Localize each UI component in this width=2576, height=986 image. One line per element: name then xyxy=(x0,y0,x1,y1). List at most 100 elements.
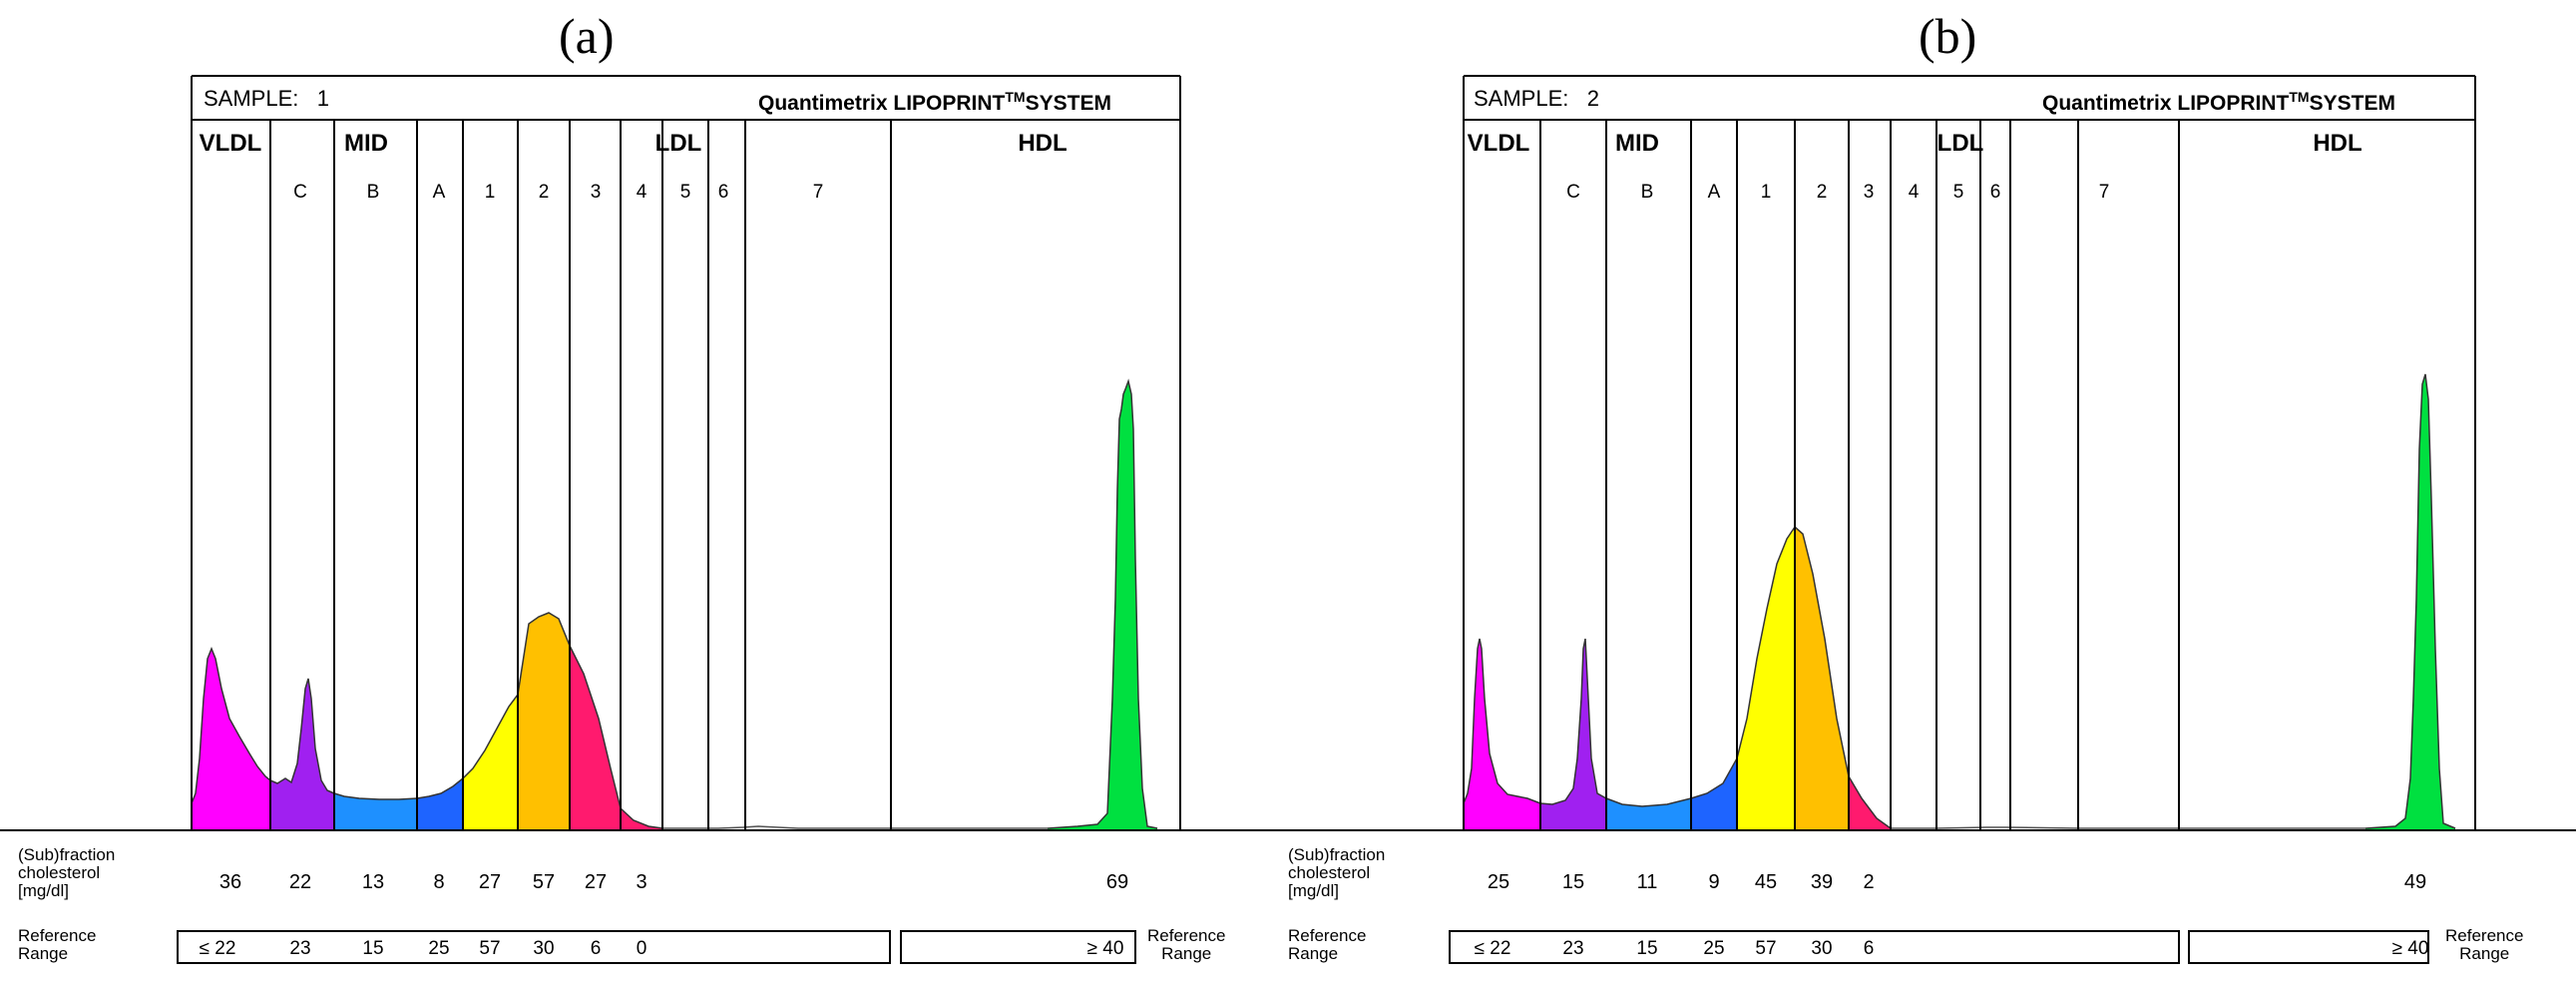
value-1: 27 xyxy=(478,871,502,893)
ref-label-line: Reference xyxy=(2445,926,2524,945)
density-outline-hdl xyxy=(1047,378,1158,829)
ref-label-line: Reference xyxy=(1147,926,1226,945)
density-outline-2 xyxy=(517,612,571,696)
subfraction-label-a: A xyxy=(432,182,446,203)
hdl-reference-box xyxy=(2188,930,2429,964)
row-label-line: [mg/dl] xyxy=(1288,881,1340,900)
density-outline-vldl xyxy=(1463,638,1541,804)
density-fill-2 xyxy=(1795,527,1849,830)
value-a: 8 xyxy=(433,871,445,893)
ref-2: 30 xyxy=(1811,938,1833,959)
group-label-hdl: HDL xyxy=(2313,130,2362,157)
subfraction-label-5: 5 xyxy=(679,182,691,203)
group-label-ldl: LDL xyxy=(1936,130,1984,157)
ref-1: 57 xyxy=(479,938,501,959)
density-outline-b xyxy=(333,792,418,800)
sample-label: SAMPLE: 2 xyxy=(1474,86,1599,112)
ref-1: 57 xyxy=(1755,938,1777,959)
lipoprint-chart xyxy=(1288,75,2576,964)
reference-row-label-right: Reference Range xyxy=(1147,927,1225,963)
ref-3: 6 xyxy=(1863,938,1875,959)
value-2: 39 xyxy=(1810,871,1834,893)
ref-label-line: Range xyxy=(1161,944,1212,963)
sample-label: SAMPLE: 1 xyxy=(204,86,329,112)
density-outline-3 xyxy=(569,645,622,809)
subfraction-label-1: 1 xyxy=(484,182,496,203)
panel-label: (b) xyxy=(1919,8,1977,64)
subfraction-label-5: 5 xyxy=(1952,182,1964,203)
subfraction-label-b: B xyxy=(366,182,380,203)
density-fill-1 xyxy=(1737,527,1795,830)
brand-suffix: SYSTEM xyxy=(2309,92,2395,115)
sample-number: 2 xyxy=(1586,86,1599,111)
value-3: 27 xyxy=(584,871,608,893)
brand-tm: TM xyxy=(2289,89,2310,105)
value-hdl: 69 xyxy=(1105,871,1129,893)
density-outline-1 xyxy=(1736,526,1796,759)
density-outline-a xyxy=(416,777,464,799)
ref-c: 23 xyxy=(289,938,311,959)
ref-label-line: Reference xyxy=(18,926,97,945)
ref-a: 25 xyxy=(428,938,450,959)
density-outline-3 xyxy=(1848,775,1892,829)
density-outline-vldl xyxy=(191,646,271,804)
subfraction-label-3: 3 xyxy=(590,182,602,203)
density-fill-4 xyxy=(621,808,662,830)
density-fill-b xyxy=(334,793,417,830)
baseline-trace xyxy=(662,825,1048,829)
subfraction-label-7: 7 xyxy=(812,182,824,203)
ref-label-line: Range xyxy=(2459,944,2510,963)
panel-a: (a) SAMPLE: 1 Quantimetrix LIPOPRINTTMSY… xyxy=(0,8,1288,964)
density-fill-a xyxy=(1691,758,1737,830)
ref-b: 15 xyxy=(362,938,384,959)
value-b: 11 xyxy=(1636,871,1658,893)
panel-label: (a) xyxy=(559,8,615,64)
subfraction-label-c: C xyxy=(1566,182,1580,203)
density-outline-a xyxy=(1690,757,1738,799)
subfraction-label-2: 2 xyxy=(538,182,550,203)
cholesterol-row-label: (Sub)fraction cholesterol [mg/dl] xyxy=(18,846,115,900)
density-fill-b xyxy=(1606,798,1691,830)
ref-4: 0 xyxy=(636,938,647,959)
value-c: 15 xyxy=(1561,871,1585,893)
value-hdl: 49 xyxy=(2403,871,2427,893)
group-label-mid: MID xyxy=(344,130,388,157)
density-fill-3 xyxy=(570,646,621,830)
value-a: 9 xyxy=(1708,871,1720,893)
reference-row-label-right: Reference Range xyxy=(2445,927,2523,963)
row-label-line: cholesterol xyxy=(18,863,101,882)
reference-range-box xyxy=(1449,930,2180,964)
reference-row-label: Reference Range xyxy=(18,927,96,963)
density-fill-c xyxy=(270,679,334,830)
ref-3: 6 xyxy=(590,938,602,959)
density-fill-vldl xyxy=(1464,639,1540,830)
reference-range-box xyxy=(177,930,891,964)
ref-c: 23 xyxy=(1562,938,1584,959)
density-outline-b xyxy=(1605,797,1692,807)
brand-prefix: Quantimetrix LIPOPRINT xyxy=(758,92,1006,115)
density-outline-1 xyxy=(462,694,519,779)
subfraction-label-4: 4 xyxy=(1908,182,1920,203)
ref-hdl: ≥ 40 xyxy=(1086,938,1124,959)
panel-b: (b) SAMPLE: 2 Quantimetrix LIPOPRINTTMSY… xyxy=(1288,0,2576,986)
density-fill-hdl xyxy=(1048,381,1157,830)
density-fill-vldl xyxy=(192,649,270,830)
cholesterol-row-label: (Sub)fraction cholesterol [mg/dl] xyxy=(1288,846,1385,900)
value-b: 13 xyxy=(361,871,385,893)
density-fill-c xyxy=(1540,639,1606,830)
sample-label-text: SAMPLE: xyxy=(1474,86,1569,111)
density-fill-3 xyxy=(1849,776,1891,830)
brand-title: Quantimetrix LIPOPRINTTMSYSTEM xyxy=(2042,84,2395,117)
brand-suffix: SYSTEM xyxy=(1025,92,1111,115)
group-label-ldl: LDL xyxy=(654,130,702,157)
sample-label-text: SAMPLE: xyxy=(204,86,299,111)
ref-a: 25 xyxy=(1703,938,1725,959)
ref-hdl: ≥ 40 xyxy=(2391,938,2429,959)
subfraction-label-6: 6 xyxy=(1989,182,2001,203)
brand-prefix: Quantimetrix LIPOPRINT xyxy=(2042,92,2290,115)
group-label-hdl: HDL xyxy=(1018,130,1068,157)
ref-label-line: Range xyxy=(1288,944,1339,963)
ref-vldl: ≤ 22 xyxy=(199,938,236,959)
value-1: 45 xyxy=(1754,871,1778,893)
value-c: 22 xyxy=(288,871,312,893)
